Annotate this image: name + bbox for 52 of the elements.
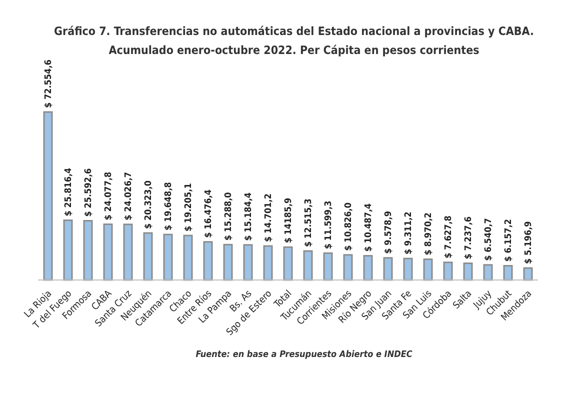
data-label: $ 10.826,0 (344, 202, 354, 251)
bar (343, 254, 353, 281)
data-label: $ 20.323,0 (144, 180, 154, 229)
bar (423, 258, 433, 281)
data-label: $ 19.648,8 (164, 182, 174, 231)
data-label: $ 14.701,2 (264, 194, 274, 242)
data-label: $ 9.578,9 (384, 210, 394, 254)
bar (43, 111, 53, 281)
data-label: $ 24.026,7 (124, 172, 134, 220)
bar (443, 262, 453, 281)
bar (123, 224, 133, 281)
data-label: $ 9.311,2 (404, 212, 414, 254)
data-label: $ 19.205,1 (184, 182, 194, 232)
bar (63, 219, 73, 281)
data-label: $ 7.627,8 (444, 215, 454, 258)
data-label: $ 12.515,3 (304, 198, 314, 248)
bar (483, 264, 493, 281)
data-label: $ 10.487,4 (364, 202, 374, 252)
data-label: $ 7.237,6 (464, 216, 474, 260)
bar (283, 246, 293, 281)
source-note: Fuente: en base a Presupuesto Abierto e INDEC (194, 350, 414, 360)
bar (143, 232, 153, 281)
data-label: $ 14185,9 (284, 197, 294, 244)
data-label: $ 8.970,2 (424, 212, 434, 256)
bar (183, 234, 193, 281)
bar (363, 254, 373, 281)
bar (243, 244, 253, 281)
bar (103, 224, 113, 281)
data-label: $ 72.554,6 (44, 59, 54, 108)
bar (263, 245, 273, 281)
bar (163, 234, 173, 281)
data-label: $ 5.196,9 (524, 220, 534, 264)
data-label: $ 15.288,0 (224, 192, 234, 241)
bar (203, 241, 213, 281)
data-label: $ 15.184,4 (244, 192, 254, 241)
data-label: $ 16.476,4 (204, 189, 214, 238)
data-label: $ 6.157,2 (504, 218, 514, 262)
data-label: $ 24.077,8 (104, 171, 114, 220)
bar (383, 257, 393, 281)
bar (323, 252, 333, 281)
chart-title: Gráfico 7. Transferencias no automáticas del Estado nacional a provincias y CABA. Acumulado enero-octubre 2022. Per Cápita en pesos corrientes (53, 23, 535, 59)
bar (223, 244, 233, 281)
data-label: $ 25.816,4 (64, 167, 74, 216)
bar (503, 264, 513, 281)
bar (403, 258, 413, 281)
data-label: $ 25.592,6 (84, 168, 94, 217)
data-label: $ 6.540,7 (484, 218, 494, 261)
bar (303, 250, 313, 281)
bar (83, 220, 93, 281)
bar (523, 267, 533, 281)
data-label: $ 11.599,3 (324, 200, 334, 250)
bar (463, 262, 473, 281)
